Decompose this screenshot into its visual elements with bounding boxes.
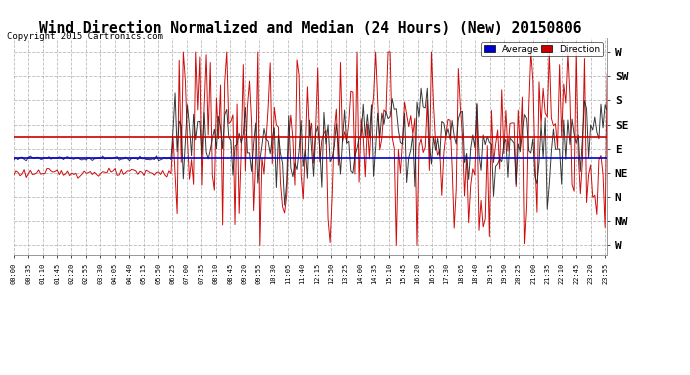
- Legend: Average, Direction: Average, Direction: [481, 42, 602, 56]
- Text: Copyright 2015 Cartronics.com: Copyright 2015 Cartronics.com: [7, 32, 163, 41]
- Title: Wind Direction Normalized and Median (24 Hours) (New) 20150806: Wind Direction Normalized and Median (24…: [39, 21, 582, 36]
